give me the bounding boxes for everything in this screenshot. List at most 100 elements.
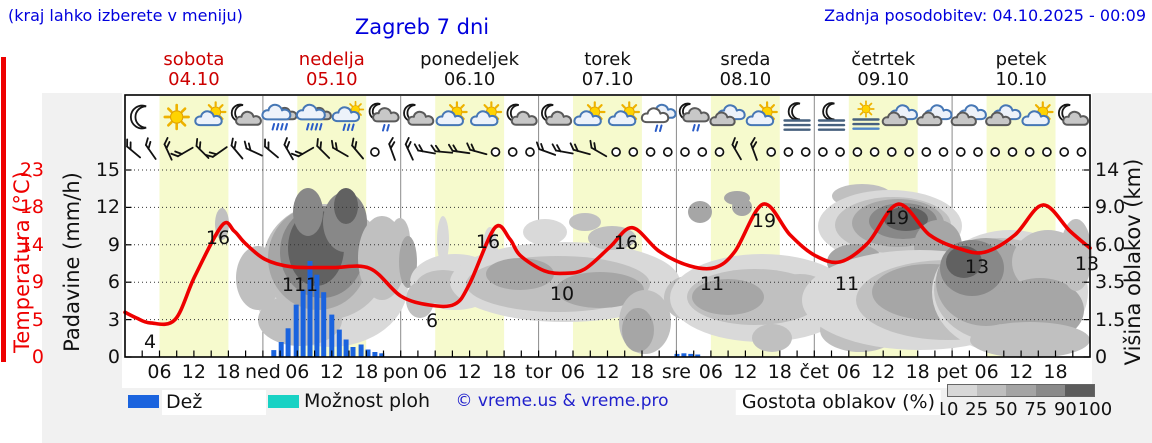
time-hour-label: 12 [1009,361,1034,383]
wind-calm-icon [921,147,932,157]
weather-icon-moon-cloud [403,103,435,126]
day-date-label: 09.10 [857,69,909,90]
weather-icon-sun-cloud [607,101,641,127]
precip-axis-tick: 9 [107,233,120,256]
showers-legend-label: Možnost ploh [304,390,431,412]
time-hour-label: 12 [319,361,344,383]
wind-barb-icon [447,143,471,155]
wind-barb-icon [413,143,436,155]
rain-bar [314,274,320,357]
weather-icon-cloud-drizzle [640,103,677,132]
cloud-blob [556,272,644,308]
rain-bar [350,347,356,357]
temp-value-label: 16 [476,231,500,253]
wind-calm-icon [904,147,914,157]
cloud-scale-swatch [1035,385,1065,396]
wind-calm-icon [1007,147,1018,157]
day-name-label: četrtek [851,49,916,70]
temp-value-label: 4 [144,331,156,353]
wind-calm-icon [955,147,966,157]
wind-barb-icon [126,138,142,159]
time-hour-label: 06 [423,361,448,383]
time-hour-label: 12 [181,361,206,383]
cloud-blob [334,188,358,224]
page-title: Zagreb 7 dni [354,15,490,39]
wind-barb-icon [170,146,194,158]
cloud-axis-tick: 6.0 [1095,233,1126,256]
cloud-scale-swatch [977,385,1007,396]
wind-calm-icon [714,147,725,157]
wind-calm-icon [525,147,535,157]
cloud-blob [406,282,434,318]
wind-barb-icon [205,146,228,158]
cloud-scale-label: 25 [965,399,989,420]
wind-calm-icon [370,147,380,157]
temp-value-label: 16 [614,232,638,254]
day-date-label: 04.10 [168,69,220,90]
temp-axis-tick: 9 [31,271,44,294]
time-hour-label: 18 [767,361,792,383]
time-hour-label: 18 [216,361,241,383]
weather-icon-sun-cloud [194,101,227,127]
rain-bar [293,304,299,357]
precip-axis-tick: 15 [95,159,120,181]
wind-calm-icon [938,147,949,157]
wind-barb-icon [430,144,454,154]
wind-barb-icon [750,137,758,161]
weather-icon-moon-fog [783,102,811,131]
weather-icon-moon-cloud [541,103,573,126]
cloud-blob [752,324,792,352]
weather-icon-clouds [950,104,987,127]
wind-calm-icon [680,147,690,157]
wind-barb-icon [145,137,157,160]
menu-hint: (kraj lahko izberete v meniju) [8,6,243,25]
rain-legend-swatch [128,395,159,408]
rain-bar [695,354,701,357]
last-updated: Zadnja posodobitev: 04.10.2025 - 00:09 [824,6,1146,25]
weather-icon-rain [295,103,332,131]
time-hour-label: 06 [698,361,723,383]
time-hour-label: 12 [457,361,482,383]
wind-calm-icon [697,147,708,157]
rain-bar [329,314,335,357]
day-name-label: sobota [163,49,225,70]
cloud-scale-label: 100 [1077,399,1113,420]
cloud-scale-swatch [1064,385,1095,396]
wind-calm-icon [1042,147,1052,157]
day-date-label: 05.10 [306,69,358,90]
wind-barb-icon [230,137,244,160]
precip-axis-tick: 12 [95,196,120,219]
cloud-axis-tick: 1.5 [1095,308,1126,331]
rain-bar [336,329,342,357]
weather-icon-sun-cloud [573,101,606,127]
weather-icon-clouds [881,104,918,127]
rain-bar [343,339,349,357]
weather-icon-moon-cloud-drizzle [678,102,710,132]
cloud-blob [688,201,712,223]
wind-calm-icon [1076,147,1087,157]
cloud-blob [523,219,567,245]
credit-link[interactable]: © vreme.us & vreme.pro [455,391,669,411]
temp-value-label: 19 [885,207,909,229]
wind-barb-icon [569,142,591,156]
cloud-scale-swatch [1006,385,1036,396]
time-day-label: pon [382,361,419,383]
day-date-label: 07.10 [581,69,634,90]
rain-bar [321,292,327,357]
day-date-label: 06.10 [443,69,496,90]
precip-axis-tick: 0 [107,346,120,368]
wind-calm-icon [1059,147,1070,157]
temp-value-label: 13 [965,256,989,278]
cloud-blob [293,188,323,236]
wind-calm-icon [835,147,845,157]
wind-calm-icon [869,147,880,157]
weather-icon-moon-fog [817,102,846,131]
temp-axis-tick: 5 [31,308,44,331]
rain-bar [358,344,364,357]
wind-calm-icon [886,147,897,157]
cloud-blob [724,191,750,205]
weather-icon-moon-cloud [230,103,262,126]
rain-legend-label: Dež [162,390,267,415]
wind-barb-icon [283,137,294,161]
